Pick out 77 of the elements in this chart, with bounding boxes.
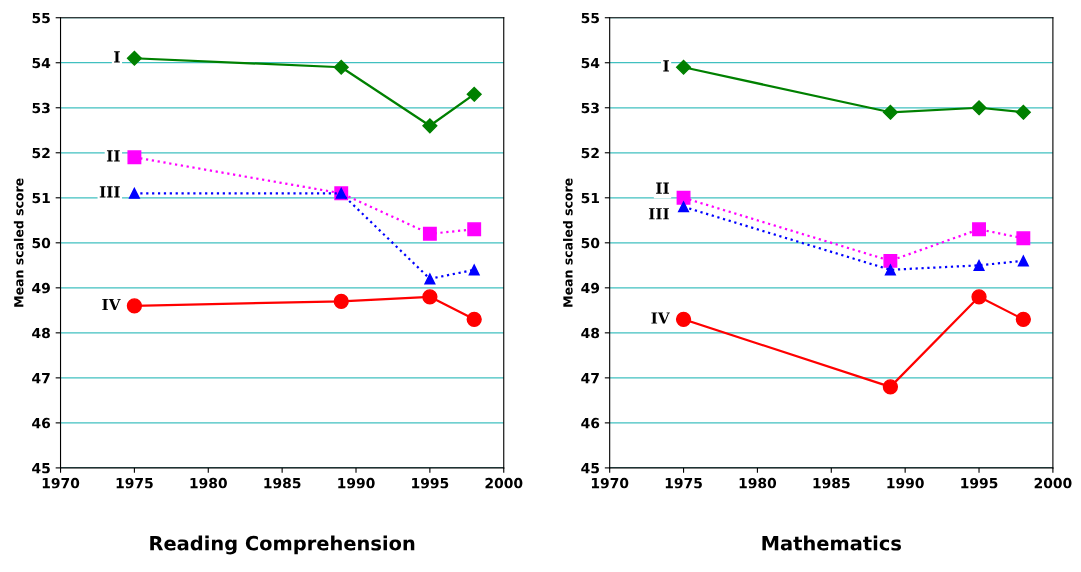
point <box>333 59 349 75</box>
x-tick-label: 1975 <box>665 477 702 489</box>
y-tick-label: 53 <box>581 102 599 114</box>
point <box>971 289 987 305</box>
series-label: III <box>648 208 669 220</box>
y-tick-label: 55 <box>32 12 50 24</box>
series-label: II <box>106 150 120 162</box>
point <box>972 222 986 237</box>
x-tick-label: 1985 <box>264 477 301 489</box>
x-tick-label: 1995 <box>412 477 449 489</box>
y-tick-label: 51 <box>32 192 50 204</box>
y-tick-label: 47 <box>581 373 599 384</box>
y-axis-title: Mean scaled score <box>562 178 573 307</box>
point <box>883 253 898 268</box>
y-tick-label: 47 <box>32 373 50 384</box>
y-tick-label: 46 <box>581 417 600 429</box>
series-label: III <box>99 186 120 198</box>
point <box>1016 231 1031 246</box>
y-tick-label: 49 <box>32 282 50 294</box>
point <box>1017 255 1029 267</box>
y-tick-label: 51 <box>581 192 600 204</box>
y-axis-title: Mean scaled score <box>13 178 24 307</box>
point <box>1015 311 1031 327</box>
point <box>126 298 143 314</box>
y-tick-label: 48 <box>32 327 50 339</box>
point <box>126 50 142 66</box>
y-tick-label: 45 <box>581 463 599 474</box>
point <box>422 118 438 134</box>
x-tick-label: 1970 <box>42 477 80 489</box>
x-tick-label: 1970 <box>591 477 629 489</box>
y-tick-label: 50 <box>581 237 600 249</box>
point <box>467 222 482 237</box>
y-tick-label: 53 <box>32 102 50 114</box>
point <box>882 104 898 120</box>
point <box>466 86 482 102</box>
point <box>422 289 438 305</box>
series-label: I <box>663 60 669 72</box>
x-tick-label: 1990 <box>887 477 924 489</box>
point <box>882 379 899 395</box>
point <box>675 59 692 75</box>
point <box>333 293 349 309</box>
point <box>884 264 896 276</box>
x-tick-label: 1975 <box>116 477 153 489</box>
y-tick-label: 48 <box>581 327 600 339</box>
series-label: II <box>656 182 669 194</box>
x-tick-label: 1990 <box>338 477 375 489</box>
y-tick-label: 55 <box>581 12 599 24</box>
y-tick-label: 54 <box>581 57 600 69</box>
x-tick-label: 2000 <box>1034 477 1072 489</box>
x-tick-label: 1980 <box>190 477 227 489</box>
x-tick-label: 1980 <box>739 477 777 489</box>
x-tick-label: 2000 <box>485 477 523 489</box>
point <box>424 273 436 285</box>
x-tick-label: 1985 <box>813 477 850 489</box>
point <box>127 150 142 165</box>
point <box>677 201 690 213</box>
y-tick-label: 54 <box>32 57 51 69</box>
y-tick-label: 50 <box>32 237 51 249</box>
point <box>675 311 692 327</box>
series-label: IV <box>651 312 670 324</box>
y-tick-label: 46 <box>32 417 51 429</box>
point <box>466 311 482 327</box>
point <box>971 100 987 116</box>
series-label: IV <box>102 298 121 311</box>
x-axis-title: Reading Comprehension <box>150 535 415 555</box>
point <box>468 264 480 276</box>
point <box>1015 104 1031 120</box>
x-axis-title: Mathematics <box>762 535 901 551</box>
series-label: I <box>114 51 120 63</box>
y-tick-label: 49 <box>581 282 600 294</box>
y-tick-label: 52 <box>581 147 599 159</box>
y-tick-label: 45 <box>32 463 50 474</box>
point <box>128 187 140 199</box>
x-tick-label: 1995 <box>961 477 998 489</box>
point <box>422 226 437 241</box>
point <box>973 259 985 271</box>
y-tick-label: 52 <box>32 147 50 159</box>
